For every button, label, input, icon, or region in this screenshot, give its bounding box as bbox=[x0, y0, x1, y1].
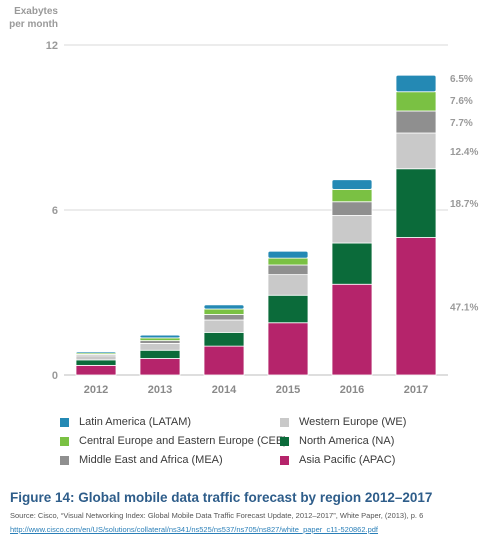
share-label: 7.6% bbox=[450, 96, 473, 107]
bar-segment bbox=[395, 237, 437, 376]
y-axis-label-line1: Exabytes bbox=[14, 6, 58, 17]
legend-item: Western Europe (WE) bbox=[280, 416, 406, 428]
bar-segment bbox=[267, 257, 309, 266]
share-label: 47.1% bbox=[450, 302, 478, 313]
x-tick-label: 2014 bbox=[212, 384, 237, 396]
bar-segment bbox=[395, 91, 437, 112]
legend-label: Central Europe and Eastern Europe (CEE) bbox=[79, 435, 287, 447]
bar-segment bbox=[267, 322, 309, 376]
bar-segment bbox=[75, 359, 117, 366]
bar-segment bbox=[331, 188, 373, 203]
bar-segment bbox=[395, 132, 437, 170]
y-tick-label: 6 bbox=[52, 205, 58, 217]
y-tick-label: 0 bbox=[52, 370, 58, 382]
legend-item: North America (NA) bbox=[280, 435, 394, 447]
y-axis: Exabytes per month bbox=[9, 6, 58, 30]
bar-segment bbox=[75, 351, 117, 354]
bar-segment bbox=[139, 349, 181, 359]
y-tick-label: 12 bbox=[46, 40, 58, 52]
bar-segment bbox=[267, 264, 309, 276]
x-tick-label: 2017 bbox=[404, 384, 428, 396]
bar-segment bbox=[267, 294, 309, 324]
bar-segment bbox=[331, 283, 373, 376]
bar-segment bbox=[203, 314, 245, 321]
bar-segment bbox=[331, 179, 373, 190]
bar-segment bbox=[75, 364, 117, 376]
x-tick-label: 2015 bbox=[276, 384, 300, 396]
share-label: 7.7% bbox=[450, 118, 473, 129]
bar-segment bbox=[331, 215, 373, 244]
bar-segment bbox=[139, 358, 181, 376]
x-tick-label: 2012 bbox=[84, 384, 108, 396]
y-axis-label-line2: per month bbox=[9, 19, 58, 30]
source-link[interactable]: http://www.cisco.com/en/US/solutions/col… bbox=[10, 525, 379, 534]
share-label: 18.7% bbox=[450, 199, 478, 210]
share-label: 6.5% bbox=[450, 74, 473, 85]
bar-segment bbox=[395, 168, 437, 238]
legend-label: North America (NA) bbox=[299, 435, 395, 447]
legend-item: Asia Pacific (APAC) bbox=[280, 454, 395, 466]
share-label: 12.4% bbox=[450, 147, 478, 158]
y-tick-labels: 0 6 12 bbox=[46, 40, 58, 382]
legend-item: Latin America (LATAM) bbox=[60, 416, 191, 428]
figure-title: Figure 14: Global mobile data traffic fo… bbox=[10, 490, 433, 505]
legend-swatch bbox=[60, 417, 69, 427]
bar-segment bbox=[139, 337, 181, 342]
x-tick-labels: 2012 2013 2014 2015 2016 2017 bbox=[84, 384, 428, 396]
legend-item: Central Europe and Eastern Europe (CEE) bbox=[60, 435, 287, 447]
bar-segment bbox=[203, 304, 245, 310]
bar-segment bbox=[395, 110, 437, 134]
bar-segment bbox=[139, 340, 181, 344]
bar-segment bbox=[203, 345, 245, 376]
legend-swatch bbox=[280, 436, 289, 446]
x-tick-label: 2013 bbox=[148, 384, 172, 396]
source-citation: Source: Cisco, “Visual Networking Index:… bbox=[10, 511, 424, 520]
bar-segment bbox=[267, 250, 309, 259]
bar-segment bbox=[139, 334, 181, 339]
bar-segment bbox=[203, 331, 245, 347]
legend-label: Asia Pacific (APAC) bbox=[299, 454, 396, 466]
legend-label: Western Europe (WE) bbox=[299, 416, 407, 428]
bar-segment bbox=[331, 201, 373, 216]
bar-segment bbox=[267, 274, 309, 296]
legend-label: Middle East and Africa (MEA) bbox=[79, 454, 223, 466]
x-tick-label: 2016 bbox=[340, 384, 364, 396]
share-labels: 47.1% 18.7% 12.4% 7.7% 7.6% 6.5% bbox=[450, 74, 478, 313]
bar-segment bbox=[331, 242, 373, 285]
legend: Latin America (LATAM) Western Europe (WE)… bbox=[60, 416, 460, 476]
legend-label: Latin America (LATAM) bbox=[79, 416, 192, 428]
stacked-bar-chart: Exabytes per month 0 6 12 2012 2013 2014 2015… bbox=[9, 6, 478, 396]
legend-item: Middle East and Africa (MEA) bbox=[60, 454, 223, 466]
bar-segment bbox=[395, 74, 437, 93]
legend-swatch bbox=[280, 455, 289, 465]
bar-segment bbox=[75, 355, 117, 361]
bar-segment bbox=[139, 342, 181, 351]
bar-segment bbox=[203, 308, 245, 315]
bars bbox=[75, 74, 437, 376]
legend-swatch bbox=[60, 436, 69, 446]
bar-segment bbox=[203, 319, 245, 333]
gridlines bbox=[64, 44, 448, 376]
legend-swatch bbox=[280, 417, 289, 427]
legend-swatch bbox=[60, 455, 69, 465]
